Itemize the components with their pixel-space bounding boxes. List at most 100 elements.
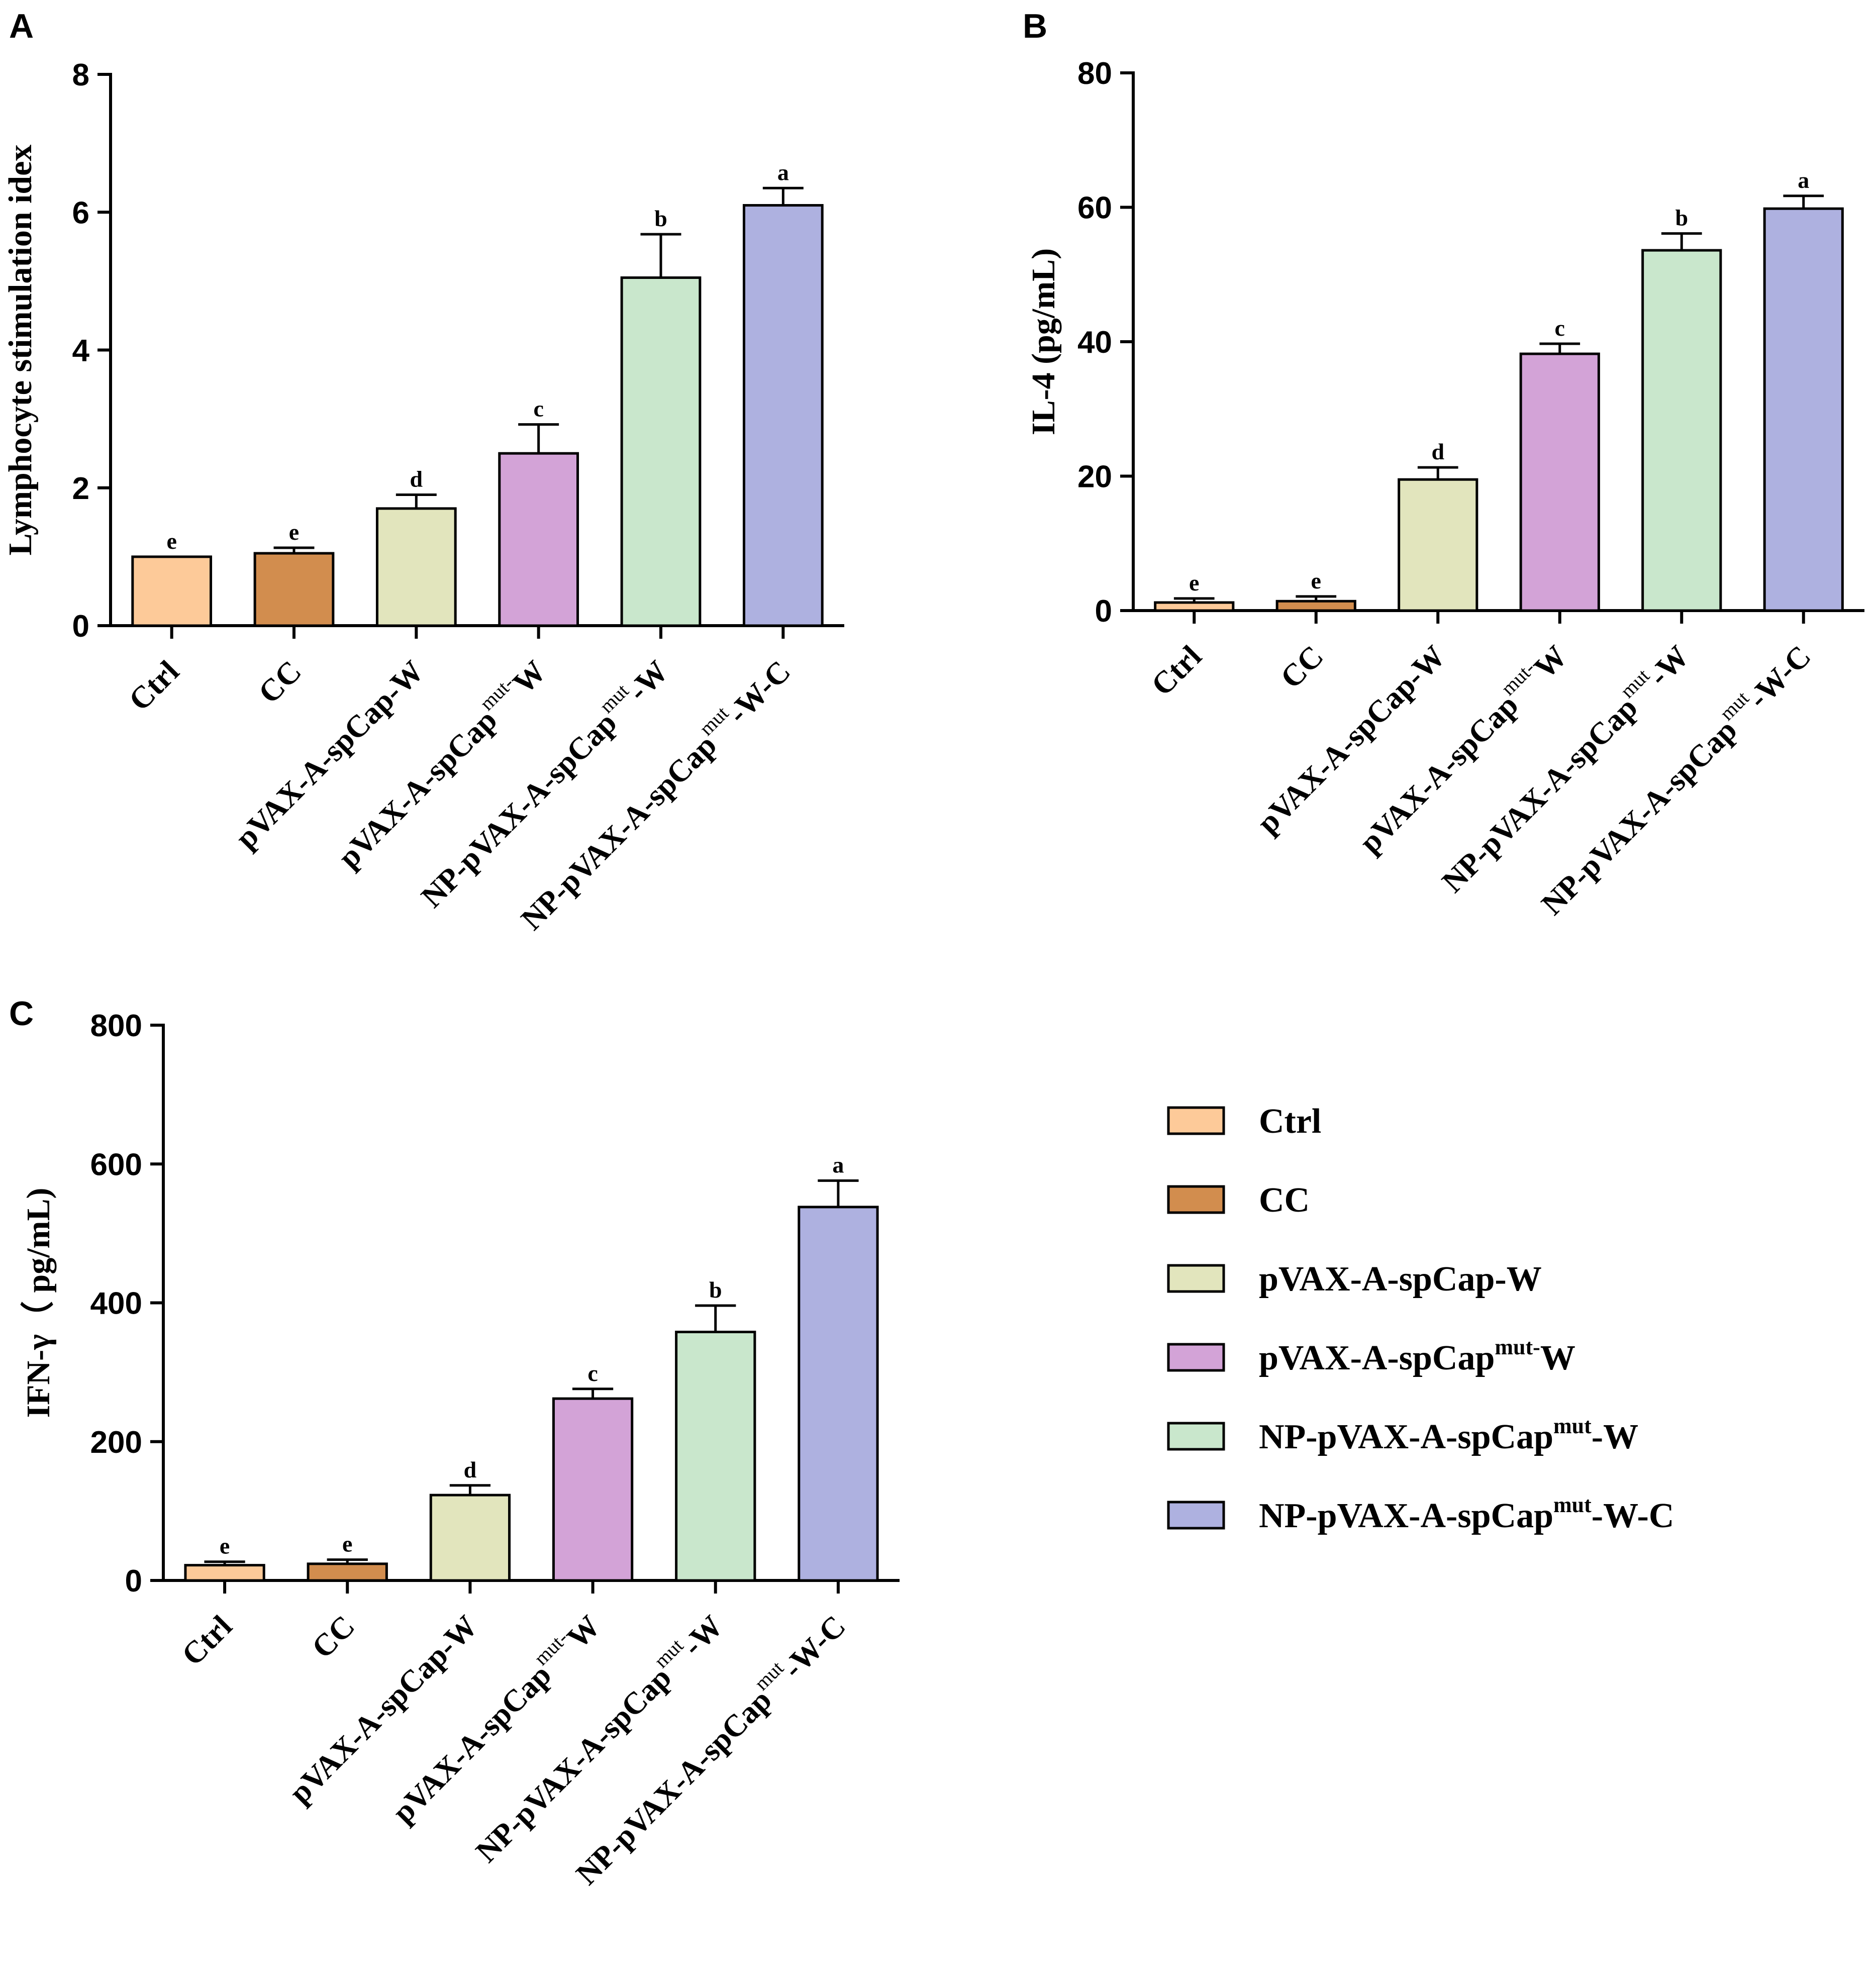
significance-letter: c <box>533 396 543 422</box>
x-tick-label-suffix: -W-C <box>721 654 797 730</box>
legend-label-4: pVAX-A-spCapmut-W <box>1259 1335 1575 1377</box>
x-tick-label-base: Ctrl <box>1145 639 1208 703</box>
bar-4 <box>552 1397 634 1582</box>
legend-label-1: Ctrl <box>1259 1102 1321 1141</box>
x-tick-label-suffix: W <box>1528 639 1574 685</box>
bar-4 <box>498 452 579 627</box>
x-tick-label-suffix: -W-C <box>1741 639 1817 715</box>
bar-2 <box>307 1562 388 1582</box>
significance-letter: c <box>1555 315 1565 341</box>
x-tick-label-base: CC <box>306 1609 361 1665</box>
x-tick-label-suffix: -W <box>1642 639 1696 693</box>
bar-1 <box>131 555 213 627</box>
x-tick-label: CC <box>252 654 308 710</box>
y-tick-label: 2 <box>72 471 89 506</box>
x-tick-label: NP-pVAX-A-spCapmut-W <box>1431 635 1696 899</box>
significance-letter: d <box>410 466 423 491</box>
legend-label-base: NP-pVAX-A-spCap <box>1259 1418 1553 1456</box>
x-tick-label-base: Ctrl <box>123 654 186 718</box>
legend-swatch-5 <box>1167 1422 1225 1451</box>
significance-letter: b <box>1675 205 1688 231</box>
bar-3 <box>1398 478 1478 612</box>
y-tick-label: 600 <box>90 1147 142 1182</box>
significance-letter: e <box>289 519 299 545</box>
significance-letter: e <box>342 1531 352 1557</box>
x-tick-label: Ctrl <box>123 654 186 718</box>
significance-letter: a <box>1798 167 1809 193</box>
legend-label-sup: mut- <box>1495 1335 1540 1359</box>
y-tick-label: 0 <box>72 609 89 644</box>
bar-5 <box>1641 249 1722 612</box>
bar-4 <box>1519 352 1600 612</box>
legend-swatch-6 <box>1167 1501 1225 1530</box>
x-tick-label: CC <box>306 1609 361 1665</box>
legend-label-5: NP-pVAX-A-spCapmut-W <box>1259 1414 1638 1456</box>
bar-1 <box>184 1564 265 1582</box>
bar-3 <box>375 507 457 627</box>
significance-letter: d <box>1431 439 1444 464</box>
x-tick-label: pVAX-A-spCapmut-W <box>1349 635 1574 860</box>
panel-letter-c: C <box>9 995 34 1033</box>
y-axis-title: Lymphocyte stimulation idex <box>2 145 39 556</box>
legend-label-6: NP-pVAX-A-spCapmut-W-C <box>1259 1493 1674 1535</box>
legend-swatch-3 <box>1167 1264 1225 1293</box>
panel-letter-a: A <box>9 7 34 45</box>
y-tick-label: 80 <box>1077 56 1112 91</box>
x-tick-label: Ctrl <box>175 1609 239 1672</box>
y-tick-label: 40 <box>1077 325 1112 360</box>
significance-letter: e <box>166 528 176 554</box>
y-axis-title: IL-4 (pg/mL) <box>1025 248 1062 435</box>
significance-letter: b <box>709 1277 722 1303</box>
significance-letter: b <box>654 206 667 231</box>
bar-2 <box>253 552 335 627</box>
legend-label-base: pVAX-A-spCap-W <box>1259 1260 1542 1299</box>
significance-letter: a <box>777 159 789 185</box>
y-tick-label: 60 <box>1077 191 1112 226</box>
significance-letter: e <box>220 1533 230 1559</box>
x-tick-label-suffix: W <box>507 654 553 701</box>
legend-label-base: CC <box>1259 1181 1310 1220</box>
chart-panel-a: A Lymphocyte stimulation idex 0 2 4 6 8 e Ctrl e C… <box>2 7 844 937</box>
y-tick-label: 0 <box>125 1564 142 1599</box>
legend-label-suffix: -W <box>1592 1418 1638 1456</box>
y-tick-label: 400 <box>90 1286 142 1321</box>
significance-letter: c <box>587 1360 598 1386</box>
x-tick-label-suffix: -W <box>676 1609 730 1663</box>
y-tick-label: 4 <box>72 334 90 368</box>
legend-label-2: CC <box>1259 1181 1310 1220</box>
legend: Ctrl CC pVAX-A-spCap-W pVAX-A-spCapmut-W NP-… <box>1167 1102 1674 1535</box>
legend-label-sup: mut <box>1553 1414 1592 1438</box>
x-tick-label-suffix: -W-C <box>776 1609 852 1685</box>
y-axis-title: IFN-γ（ pg/mL) <box>20 1187 57 1418</box>
legend-label-suffix: -W-C <box>1592 1497 1674 1535</box>
panel-letter-b: B <box>1023 7 1047 45</box>
legend-label-suffix: W <box>1540 1339 1575 1377</box>
bar-5 <box>675 1331 756 1582</box>
bar-3 <box>429 1494 511 1582</box>
y-tick-label: 200 <box>90 1425 142 1460</box>
y-tick-label: 20 <box>1077 460 1112 494</box>
x-tick-label-suffix: W <box>561 1609 607 1655</box>
x-tick-label-suffix: -W <box>621 654 675 708</box>
legend-swatch-4 <box>1167 1343 1225 1372</box>
bar-6 <box>798 1206 879 1582</box>
significance-letter: e <box>1311 568 1321 593</box>
x-tick-label: pVAX-A-spCapmut-W <box>328 650 553 875</box>
y-tick-label: 8 <box>72 58 89 92</box>
significance-letter: e <box>1189 570 1199 596</box>
y-tick-label: 800 <box>90 1009 142 1043</box>
x-tick-label: NP-pVAX-A-spCapmut-W <box>465 1605 730 1869</box>
bar-2 <box>1275 600 1356 612</box>
legend-label-sup: mut <box>1553 1493 1592 1517</box>
significance-letter: d <box>464 1457 477 1482</box>
x-tick-label-base: Ctrl <box>175 1609 239 1672</box>
x-tick-label-base: CC <box>1274 639 1330 695</box>
x-tick-label-base: CC <box>252 654 308 710</box>
chart-panel-b: B IL-4 (pg/mL) 0 20 40 60 80 e Ctrl e CC d pVAX-A-sp… <box>1023 7 1864 922</box>
legend-label-base: Ctrl <box>1259 1102 1321 1141</box>
x-tick-label: Ctrl <box>1145 639 1208 703</box>
x-tick-label: pVAX-A-spCapmut-W <box>382 1605 607 1830</box>
bar-6 <box>1763 207 1844 612</box>
x-tick-label: NP-pVAX-A-spCapmut-W <box>411 650 675 914</box>
